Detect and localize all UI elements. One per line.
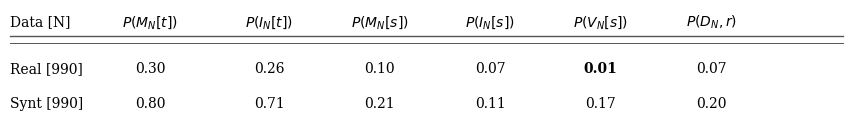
Text: Synt [990]: Synt [990] [10, 97, 83, 111]
Text: 0.10: 0.10 [364, 62, 394, 76]
Text: $P(M_N[t])$: $P(M_N[t])$ [122, 14, 178, 31]
Text: $P(V_N[s])$: $P(V_N[s])$ [573, 14, 628, 31]
Text: 0.80: 0.80 [135, 97, 165, 111]
Text: 0.21: 0.21 [364, 97, 394, 111]
Text: 0.07: 0.07 [695, 62, 726, 76]
Text: $P(I_N[s])$: $P(I_N[s])$ [465, 14, 515, 31]
Text: 0.07: 0.07 [475, 62, 505, 76]
Text: 0.26: 0.26 [254, 62, 284, 76]
Text: Data [N]: Data [N] [10, 15, 71, 29]
Text: $P(M_N[s])$: $P(M_N[s])$ [350, 14, 408, 31]
Text: 0.71: 0.71 [254, 97, 285, 111]
Text: $P(I_N[t])$: $P(I_N[t])$ [245, 14, 293, 31]
Text: 0.11: 0.11 [475, 97, 505, 111]
Text: 0.30: 0.30 [135, 62, 165, 76]
Text: Real [990]: Real [990] [10, 62, 83, 76]
Text: 0.20: 0.20 [695, 97, 726, 111]
Text: $P(D_N, r)$: $P(D_N, r)$ [685, 14, 736, 31]
Text: 0.01: 0.01 [583, 62, 617, 76]
Text: 0.17: 0.17 [584, 97, 615, 111]
